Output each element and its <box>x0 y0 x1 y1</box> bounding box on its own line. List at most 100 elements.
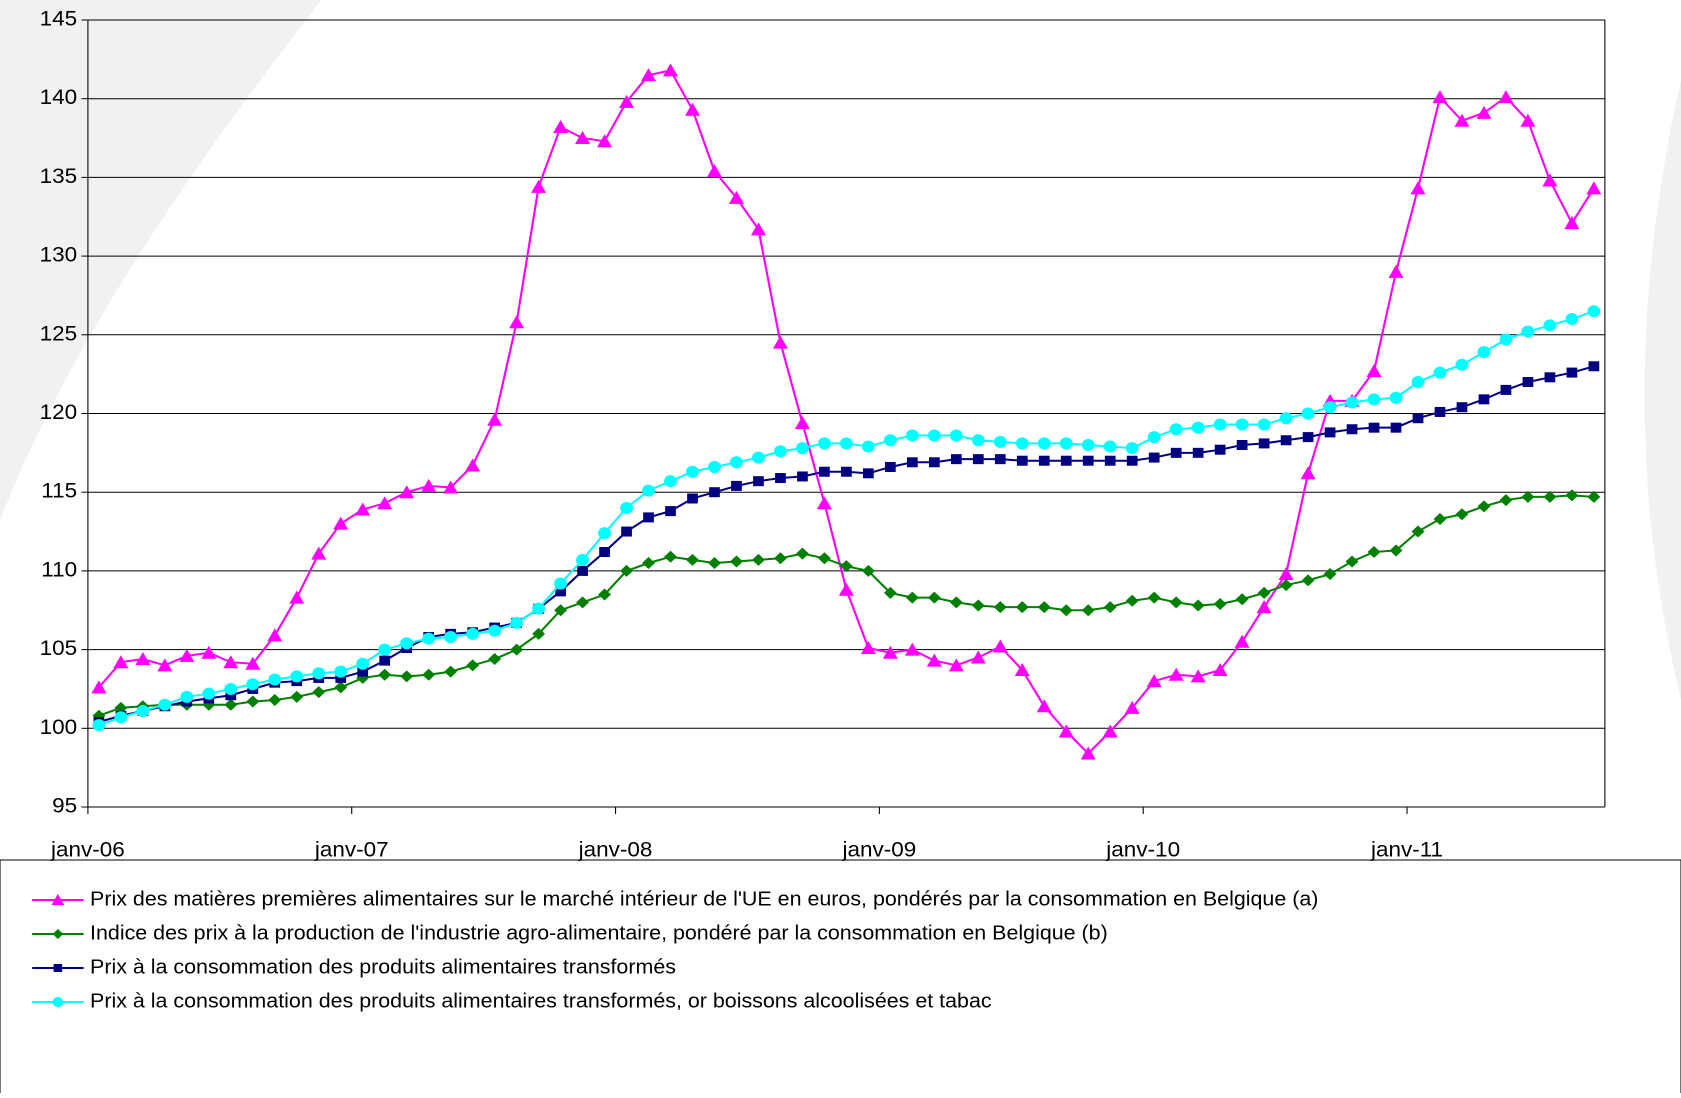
marker <box>53 964 63 972</box>
y-tick-label: 95 <box>52 793 77 817</box>
marker <box>905 591 919 604</box>
marker <box>554 604 568 617</box>
marker <box>1323 568 1337 581</box>
marker <box>52 997 64 1007</box>
marker <box>1389 544 1403 557</box>
marker <box>839 560 853 573</box>
marker <box>971 434 985 447</box>
marker <box>399 485 415 499</box>
marker <box>709 487 720 498</box>
marker <box>1125 442 1139 455</box>
marker <box>927 429 941 442</box>
marker <box>1564 216 1580 230</box>
marker <box>421 478 437 492</box>
marker <box>839 437 853 450</box>
marker <box>1367 546 1381 559</box>
marker <box>1521 325 1535 338</box>
marker <box>422 632 436 645</box>
marker <box>992 639 1008 653</box>
x-tick-label: janv-11 <box>1370 837 1443 861</box>
marker <box>488 624 502 637</box>
marker <box>1389 391 1403 404</box>
y-tick-label: 125 <box>40 321 78 345</box>
marker <box>1587 490 1601 503</box>
marker <box>1015 437 1029 450</box>
marker <box>1126 455 1138 466</box>
marker <box>1499 333 1513 346</box>
marker <box>378 643 392 656</box>
marker <box>576 553 590 566</box>
y-tick-label: 130 <box>40 242 78 266</box>
marker <box>1059 437 1073 450</box>
marker <box>312 667 326 680</box>
marker <box>91 680 107 694</box>
marker <box>466 627 480 640</box>
marker <box>1037 601 1051 614</box>
marker <box>1213 597 1227 610</box>
marker <box>1522 377 1534 388</box>
legend-label: Prix des matières premières alimentaires… <box>90 888 1318 910</box>
marker <box>664 550 677 563</box>
marker <box>1410 181 1426 195</box>
marker <box>223 655 239 669</box>
marker <box>1565 489 1579 502</box>
marker <box>400 670 414 683</box>
marker <box>1190 669 1206 683</box>
marker <box>841 466 852 477</box>
marker <box>201 645 217 659</box>
marker <box>245 656 261 670</box>
marker <box>290 690 304 703</box>
marker <box>1256 600 1272 614</box>
marker <box>816 496 832 510</box>
marker <box>753 476 764 487</box>
marker <box>904 642 920 656</box>
marker <box>686 465 699 478</box>
marker <box>355 502 371 516</box>
marker <box>1411 376 1425 389</box>
marker <box>356 657 370 670</box>
marker <box>444 665 458 678</box>
marker <box>598 527 611 540</box>
background-swoosh <box>0 0 322 520</box>
marker <box>1543 319 1557 332</box>
marker <box>1432 90 1448 104</box>
marker <box>949 596 963 609</box>
y-tick-label: 110 <box>41 557 77 581</box>
marker <box>289 590 305 604</box>
marker <box>1235 593 1249 606</box>
marker <box>1235 418 1249 431</box>
marker <box>510 643 524 656</box>
marker <box>555 586 566 597</box>
marker <box>708 557 721 570</box>
marker <box>861 564 875 577</box>
marker <box>1543 490 1557 503</box>
marker <box>1411 525 1425 538</box>
marker <box>1257 418 1271 431</box>
marker <box>686 553 699 566</box>
marker <box>1477 346 1491 359</box>
marker <box>1081 604 1095 617</box>
marker <box>794 415 810 429</box>
x-tick-label: janv-08 <box>578 837 653 861</box>
marker <box>730 555 743 568</box>
marker <box>684 102 701 116</box>
marker <box>1278 567 1294 581</box>
marker <box>775 473 786 484</box>
marker <box>949 429 963 442</box>
marker <box>1521 490 1535 503</box>
marker <box>1170 447 1182 458</box>
marker <box>1455 508 1469 521</box>
marker <box>1257 586 1271 599</box>
marker <box>334 665 348 678</box>
marker <box>202 687 216 700</box>
marker <box>928 457 940 468</box>
marker <box>1478 394 1490 405</box>
legend-label: Indice des prix à la production de l'ind… <box>90 922 1108 944</box>
marker <box>225 690 237 701</box>
marker <box>1212 663 1228 677</box>
marker <box>1081 438 1095 451</box>
marker <box>993 601 1007 614</box>
marker <box>926 653 942 667</box>
